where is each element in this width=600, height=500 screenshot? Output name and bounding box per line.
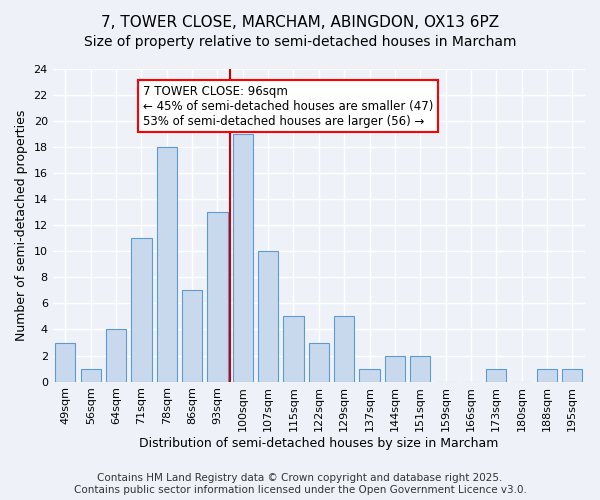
Bar (385, 356, 405, 382)
Bar (359, 368, 380, 382)
Bar (562, 368, 583, 382)
X-axis label: Distribution of semi-detached houses by size in Marcham: Distribution of semi-detached houses by … (139, 437, 499, 450)
Bar (55, 342, 76, 382)
Bar (131, 238, 152, 382)
Bar (258, 252, 278, 382)
Text: 7 TOWER CLOSE: 96sqm
← 45% of semi-detached houses are smaller (47)
53% of semi-: 7 TOWER CLOSE: 96sqm ← 45% of semi-detac… (143, 84, 434, 128)
Bar (157, 147, 177, 382)
Bar (410, 356, 430, 382)
Bar (182, 290, 202, 382)
Text: Contains HM Land Registry data © Crown copyright and database right 2025.
Contai: Contains HM Land Registry data © Crown c… (74, 474, 526, 495)
Bar (80, 368, 101, 382)
Bar (233, 134, 253, 382)
Bar (283, 316, 304, 382)
Bar (207, 212, 227, 382)
Bar (106, 330, 126, 382)
Y-axis label: Number of semi-detached properties: Number of semi-detached properties (15, 110, 28, 341)
Bar (334, 316, 355, 382)
Text: 7, TOWER CLOSE, MARCHAM, ABINGDON, OX13 6PZ: 7, TOWER CLOSE, MARCHAM, ABINGDON, OX13 … (101, 15, 499, 30)
Bar (308, 342, 329, 382)
Bar (486, 368, 506, 382)
Bar (537, 368, 557, 382)
Text: Size of property relative to semi-detached houses in Marcham: Size of property relative to semi-detach… (84, 35, 516, 49)
